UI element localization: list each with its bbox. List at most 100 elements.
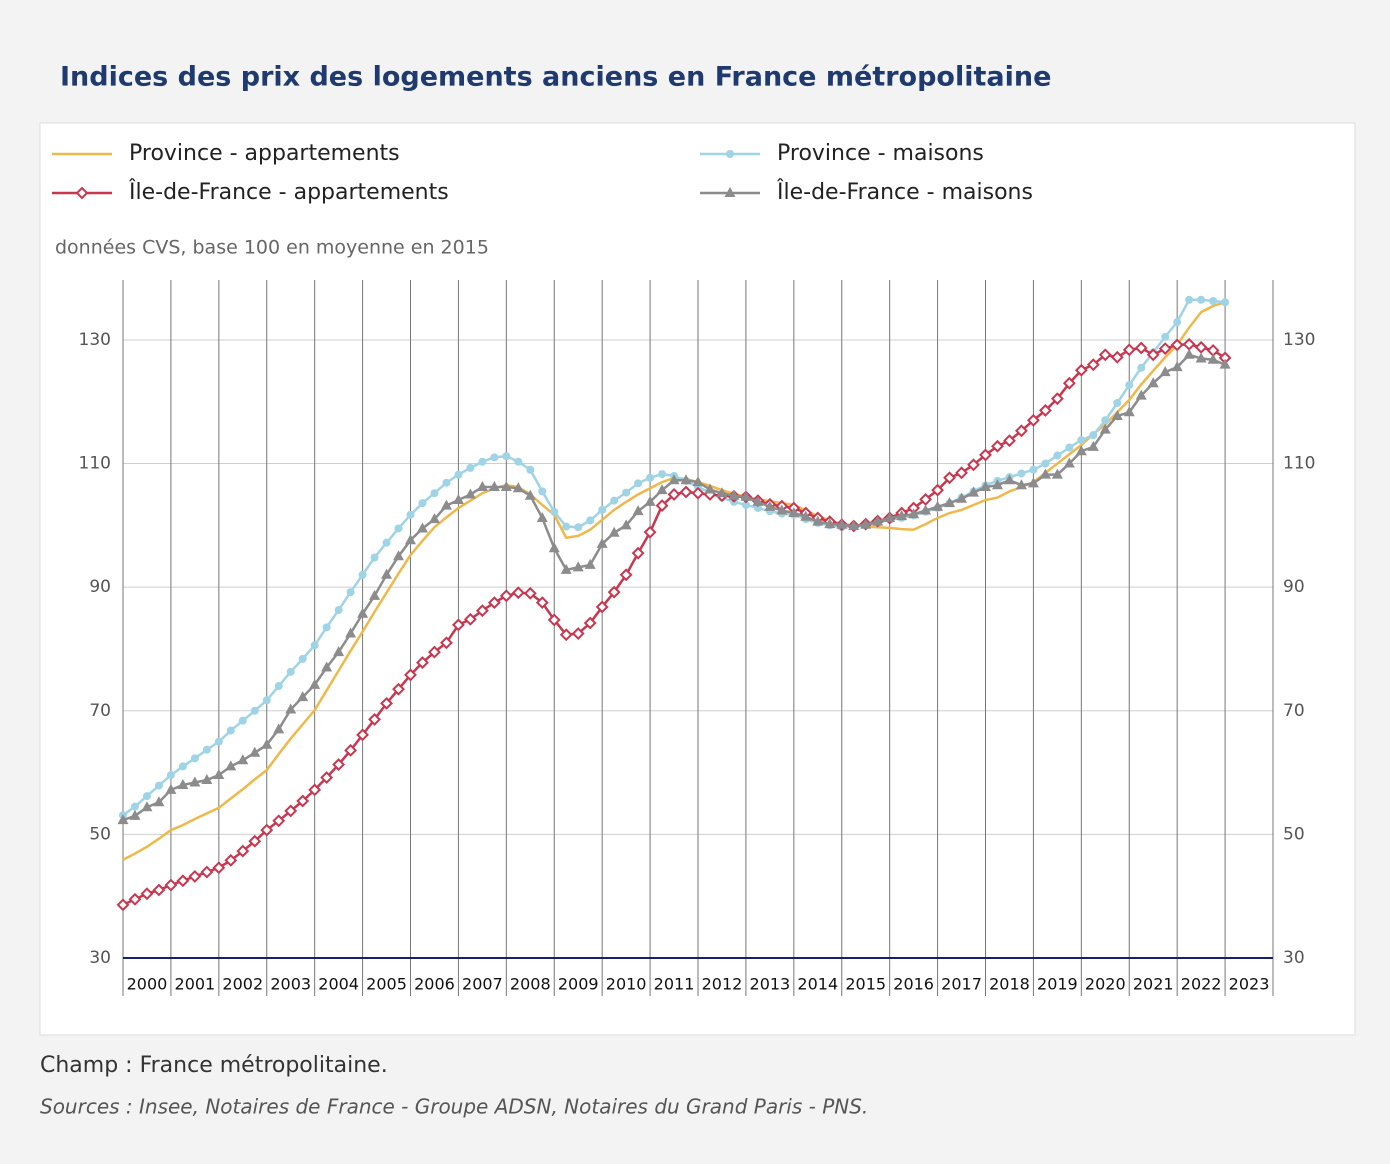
- point: [308, 783, 322, 797]
- point: [370, 553, 379, 562]
- point: [680, 474, 692, 485]
- point: [262, 696, 271, 705]
- point: [1221, 298, 1230, 307]
- point: [753, 504, 762, 513]
- point: [1074, 363, 1088, 377]
- point: [332, 758, 346, 771]
- y-tick-label: 90: [89, 577, 111, 597]
- x-tick-label: 2001: [175, 975, 216, 994]
- point: [1111, 409, 1123, 420]
- point: [1146, 348, 1160, 362]
- y2-tick-label: 130: [1283, 330, 1315, 350]
- point: [214, 737, 223, 746]
- point: [932, 500, 944, 511]
- point: [213, 769, 225, 780]
- point: [968, 486, 980, 497]
- legend-marker: [726, 150, 734, 158]
- point: [285, 703, 297, 714]
- point: [596, 537, 608, 548]
- point: [583, 616, 597, 630]
- point: [656, 484, 668, 495]
- point: [1050, 392, 1064, 406]
- x-tick-label: 2002: [222, 975, 263, 994]
- point: [298, 654, 307, 663]
- point: [463, 612, 477, 626]
- point: [1194, 340, 1208, 354]
- legend-label: Île-de-France - appartements: [128, 179, 449, 205]
- y-tick-label: 50: [89, 824, 111, 844]
- point: [1101, 416, 1110, 425]
- x-tick-label: 2023: [1229, 975, 1270, 994]
- point: [1015, 424, 1028, 438]
- point: [631, 546, 645, 560]
- point: [310, 641, 319, 650]
- point: [250, 706, 259, 715]
- point: [535, 596, 549, 610]
- point: [943, 471, 956, 485]
- point: [741, 500, 750, 509]
- point: [574, 523, 583, 532]
- point: [428, 645, 441, 659]
- point: [1039, 468, 1051, 479]
- point: [788, 507, 800, 518]
- x-tick-label: 2021: [1133, 975, 1174, 994]
- point: [1075, 445, 1087, 456]
- point: [812, 515, 824, 526]
- point: [1147, 377, 1159, 388]
- point: [237, 754, 249, 765]
- point: [478, 457, 487, 466]
- point: [1123, 406, 1135, 417]
- point: [931, 483, 944, 497]
- point: [249, 746, 261, 757]
- point: [920, 504, 932, 515]
- chart-title: Indices des prix des logements anciens e…: [60, 62, 1051, 93]
- point: [130, 802, 139, 811]
- y-tick-label: 70: [89, 701, 111, 721]
- point: [1134, 341, 1148, 355]
- legend-marker: [724, 187, 736, 197]
- point: [189, 776, 201, 787]
- point: [610, 496, 619, 505]
- point: [634, 479, 643, 488]
- point: [284, 804, 298, 818]
- point: [607, 585, 621, 599]
- point: [404, 668, 417, 682]
- point: [418, 499, 427, 508]
- point: [164, 878, 178, 892]
- point: [692, 476, 704, 487]
- point: [1135, 389, 1147, 400]
- point: [1173, 318, 1182, 327]
- point: [967, 458, 980, 472]
- point: [368, 713, 381, 726]
- point: [274, 682, 283, 691]
- point: [297, 691, 309, 702]
- point: [547, 613, 561, 627]
- point: [514, 457, 523, 466]
- point: [334, 606, 343, 615]
- point: [559, 628, 573, 642]
- point: [512, 482, 524, 493]
- x-tick-label: 2022: [1181, 975, 1222, 994]
- x-tick-label: 2017: [941, 975, 982, 994]
- point: [991, 439, 1004, 453]
- point: [1158, 342, 1172, 356]
- x-tick-label: 2006: [414, 975, 455, 994]
- point: [658, 470, 667, 479]
- note: Champ : France métropolitaine.: [40, 1053, 388, 1078]
- point: [405, 534, 416, 545]
- point: [646, 473, 655, 482]
- point: [357, 607, 369, 618]
- point: [502, 452, 511, 461]
- point: [321, 661, 333, 672]
- point: [224, 853, 238, 867]
- x-tick-label: 2018: [989, 975, 1030, 994]
- point: [200, 865, 214, 879]
- point: [178, 762, 187, 771]
- legend-label: Province - appartements: [129, 141, 400, 166]
- point: [452, 494, 464, 505]
- point: [1003, 474, 1015, 485]
- point: [1170, 338, 1184, 352]
- point: [152, 883, 166, 897]
- point: [309, 678, 321, 689]
